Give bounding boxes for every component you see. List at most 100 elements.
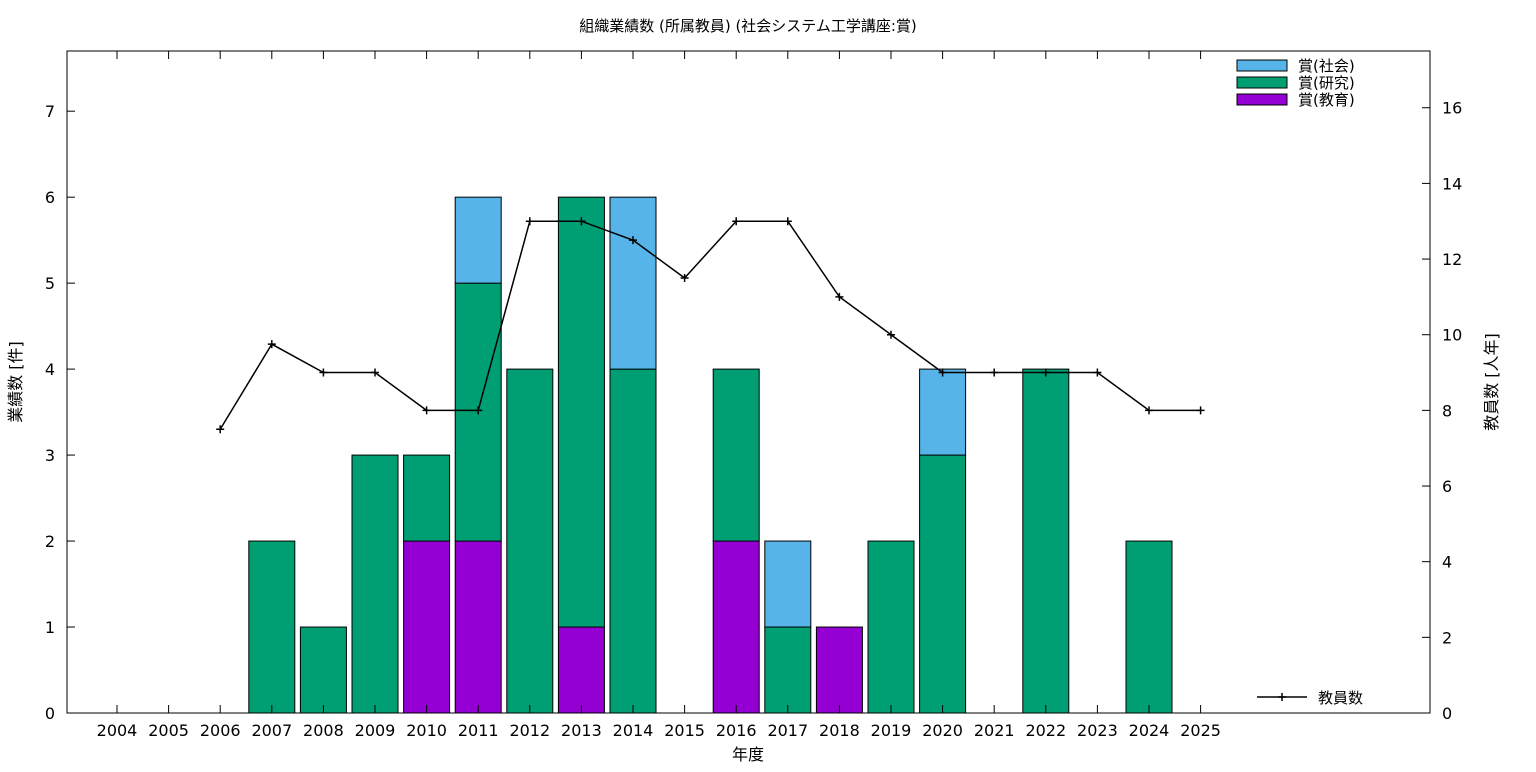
x-tick-label-2004: 2004 bbox=[97, 721, 138, 740]
bar-2008-s1 bbox=[299, 626, 347, 714]
y2-tick-label-12: 12 bbox=[1442, 250, 1462, 269]
bar-2011-s0 bbox=[454, 540, 502, 714]
bar-2013-s1 bbox=[557, 196, 605, 628]
bar-2020-s2 bbox=[919, 368, 967, 456]
line-point-2014 bbox=[629, 236, 637, 245]
line-point-2010 bbox=[422, 406, 431, 415]
legend-label-0: 賞(教育) bbox=[1298, 91, 1355, 109]
line-point-2016 bbox=[732, 217, 741, 226]
chart-title: 組織業績数 (所属教員) (社会システム工学講座:賞) bbox=[579, 17, 917, 35]
x-tick-label-2016: 2016 bbox=[716, 721, 757, 740]
bar-2013-s0 bbox=[557, 626, 605, 714]
y2-tick-label-10: 10 bbox=[1442, 326, 1462, 345]
line-point-2008 bbox=[319, 368, 328, 377]
line-point-2020 bbox=[938, 368, 947, 377]
y2-axis-label: 教員数 [人年] bbox=[1482, 333, 1501, 431]
bar-2024-s1 bbox=[1125, 540, 1173, 714]
x-tick-label-2023: 2023 bbox=[1077, 721, 1118, 740]
y2-tick-label-2: 2 bbox=[1442, 628, 1452, 647]
bar-2017-s2 bbox=[764, 540, 812, 628]
y-axis-label: 業績数 [件] bbox=[6, 341, 25, 423]
x-tick-label-2014: 2014 bbox=[613, 721, 654, 740]
y2-tick-label-14: 14 bbox=[1442, 174, 1462, 193]
x-tick-label-2024: 2024 bbox=[1129, 721, 1170, 740]
bar-2010-s1 bbox=[403, 454, 451, 542]
bars-layer bbox=[248, 196, 1173, 714]
legend-swatch-2 bbox=[1236, 59, 1288, 72]
y-tick-label-5: 5 bbox=[45, 274, 55, 293]
x-tick-label-2019: 2019 bbox=[871, 721, 912, 740]
legend-line-marker bbox=[1278, 693, 1286, 701]
bar-2011-s2 bbox=[454, 196, 502, 284]
legend-label-2: 賞(社会) bbox=[1298, 57, 1355, 75]
bar-2016-s0 bbox=[712, 540, 760, 714]
x-tick-label-2015: 2015 bbox=[664, 721, 705, 740]
line-point-2006 bbox=[216, 425, 225, 434]
x-axis-label: 年度 bbox=[732, 745, 764, 764]
x-tick-label-2020: 2020 bbox=[922, 721, 963, 740]
legend-label-line: 教員数 bbox=[1318, 689, 1363, 707]
line-point-2019 bbox=[887, 330, 895, 339]
bar-2014-s1 bbox=[609, 368, 657, 714]
x-tick-label-2012: 2012 bbox=[509, 721, 550, 740]
line-point-2022 bbox=[1041, 368, 1050, 377]
line-point-2015 bbox=[680, 273, 689, 282]
line-point-2024 bbox=[1145, 406, 1153, 415]
bar-2010-s0 bbox=[403, 540, 451, 714]
x-tick-label-2008: 2008 bbox=[303, 721, 344, 740]
line-point-2025 bbox=[1196, 406, 1205, 415]
line-series-path bbox=[219, 220, 1201, 430]
y-tick-label-4: 4 bbox=[45, 360, 55, 379]
plot-frame bbox=[66, 50, 1431, 714]
legend: 賞(社会)賞(研究)賞(教育) 教員数 bbox=[1236, 57, 1363, 707]
line-layer bbox=[216, 217, 1205, 434]
bar-2022-s1 bbox=[1022, 368, 1070, 714]
y2-tick-label-6: 6 bbox=[1442, 477, 1452, 496]
y-tick-label-2: 2 bbox=[45, 532, 55, 551]
x-tick-label-2018: 2018 bbox=[819, 721, 860, 740]
x-tick-label-2006: 2006 bbox=[200, 721, 241, 740]
bar-2018-s0 bbox=[815, 626, 863, 714]
bar-2012-s1 bbox=[506, 368, 554, 714]
x-tick-label-2011: 2011 bbox=[458, 721, 499, 740]
y-tick-label-7: 7 bbox=[45, 102, 55, 121]
line-point-2021 bbox=[990, 368, 999, 377]
line-point-2013 bbox=[577, 217, 586, 226]
line-point-2011 bbox=[474, 406, 483, 415]
y2-tick-label-16: 16 bbox=[1442, 99, 1462, 118]
bar-2019-s1 bbox=[867, 540, 915, 714]
x-tick-label-2007: 2007 bbox=[251, 721, 292, 740]
y-tick-label-0: 0 bbox=[45, 704, 55, 723]
x-tick-label-2013: 2013 bbox=[561, 721, 602, 740]
line-point-2007 bbox=[267, 340, 276, 349]
bar-2020-s1 bbox=[919, 454, 967, 714]
legend-swatch-0 bbox=[1236, 93, 1288, 106]
bar-2016-s1 bbox=[712, 368, 760, 542]
bar-2017-s1 bbox=[764, 626, 812, 714]
bar-2009-s1 bbox=[351, 454, 399, 714]
x-tick-label-2009: 2009 bbox=[355, 721, 396, 740]
y2-tick-label-4: 4 bbox=[1442, 553, 1452, 572]
x-tick-label-2021: 2021 bbox=[974, 721, 1015, 740]
x-tick-label-2025: 2025 bbox=[1180, 721, 1221, 740]
y-tick-label-6: 6 bbox=[45, 188, 55, 207]
bar-2007-s1 bbox=[248, 540, 296, 714]
bar-2014-s2 bbox=[609, 196, 657, 370]
line-point-2023 bbox=[1093, 368, 1102, 377]
line-point-2018 bbox=[835, 292, 844, 301]
x-tick-label-2022: 2022 bbox=[1025, 721, 1066, 740]
y2-tick-label-0: 0 bbox=[1442, 704, 1452, 723]
x-tick-label-2005: 2005 bbox=[148, 721, 189, 740]
legend-label-1: 賞(研究) bbox=[1298, 74, 1355, 92]
y-tick-label-1: 1 bbox=[45, 618, 55, 637]
line-point-2012 bbox=[525, 217, 534, 226]
y-tick-label-3: 3 bbox=[45, 446, 55, 465]
y2-tick-label-8: 8 bbox=[1442, 401, 1452, 420]
x-tick-label-2010: 2010 bbox=[406, 721, 447, 740]
line-point-2009 bbox=[371, 368, 379, 377]
x-tick-label-2017: 2017 bbox=[767, 721, 808, 740]
legend-swatch-1 bbox=[1236, 76, 1288, 89]
